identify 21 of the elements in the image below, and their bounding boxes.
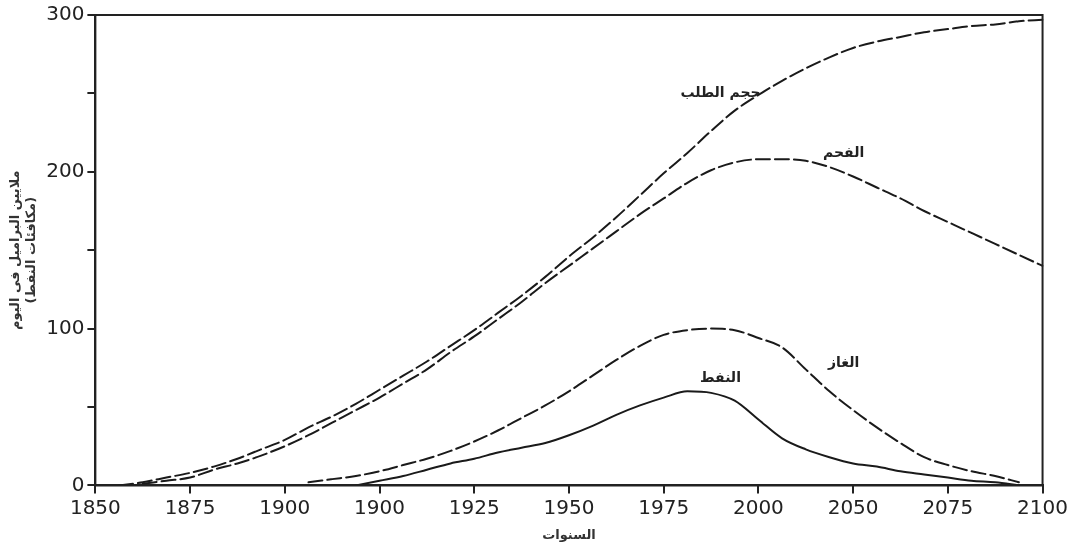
x-tick-label: 1900 xyxy=(259,494,311,519)
series-label: الغاز xyxy=(827,353,860,370)
x-tick-label: 1950 xyxy=(543,494,595,519)
series-label: حجم الطلب xyxy=(680,84,761,101)
x-tick-label: 1850 xyxy=(69,494,121,519)
x-axis-title: السنوات xyxy=(542,526,596,542)
y-tick-label: 0 xyxy=(71,471,85,496)
series-label: النفط xyxy=(700,369,741,386)
y-tick-label: 100 xyxy=(46,314,85,339)
x-tick-label: 1975 xyxy=(638,494,690,519)
x-tick-label: 2100 xyxy=(1017,494,1068,519)
y-axis-title: ملايين البراميل فى اليوم (مكافئات النفط) xyxy=(7,170,38,330)
x-tick-label: 1900 xyxy=(354,494,405,519)
x-tick-label: 2075 xyxy=(922,494,974,519)
x-tick-label: 2050 xyxy=(827,494,879,519)
series-label: الفحم xyxy=(823,143,865,160)
x-tick-label: 1875 xyxy=(164,494,216,519)
x-tick-label: 1925 xyxy=(448,494,500,519)
x-tick-label: 2000 xyxy=(732,494,784,519)
y-tick-label: 200 xyxy=(46,158,85,182)
y-tick-label: 300 xyxy=(46,1,85,26)
